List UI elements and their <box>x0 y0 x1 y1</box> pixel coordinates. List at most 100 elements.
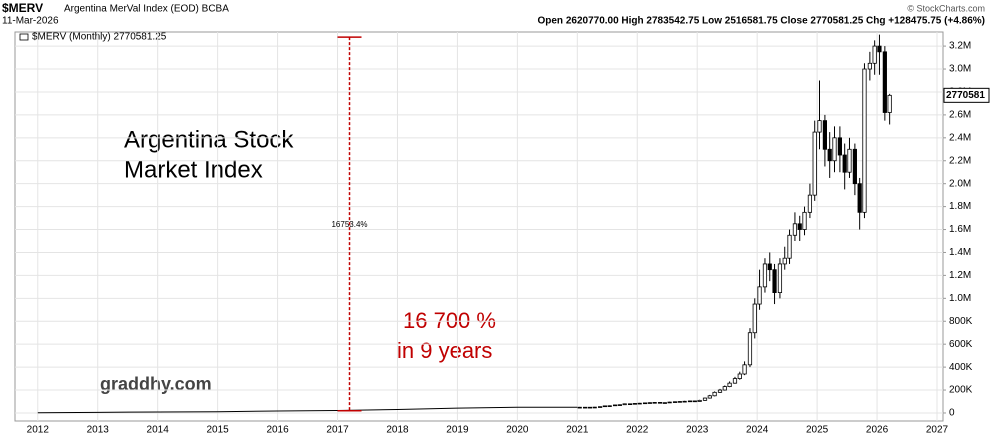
quote: Open 2620770.00 High 2783542.75 Low 2516… <box>537 16 985 27</box>
candle-body <box>647 402 652 404</box>
x-tick-label: 2018 <box>386 425 409 436</box>
candle-body <box>702 397 708 401</box>
candle-body <box>732 378 738 384</box>
y-tick-label: 1.6M <box>949 224 971 235</box>
candle-body <box>802 211 807 230</box>
candle-body <box>787 234 792 259</box>
x-tick-label: 2016 <box>266 425 289 436</box>
y-tick-label: 3.0M <box>949 64 971 75</box>
candle-body <box>767 263 772 271</box>
candle-body <box>617 404 622 406</box>
annotation: Argentina Stock <box>124 126 294 153</box>
candle-body <box>837 137 842 156</box>
candle-body <box>632 403 637 405</box>
y-tick-label: 3.2M <box>949 41 971 52</box>
candle-body <box>577 406 582 409</box>
candle-body <box>692 400 697 403</box>
y-tick-label: 2.4M <box>949 132 971 143</box>
candle-body <box>622 403 627 406</box>
candle-body <box>627 403 633 406</box>
y-tick-label: 400K <box>949 362 973 373</box>
line <box>37 406 578 414</box>
candle-body <box>687 400 693 403</box>
x-tick-label: 2020 <box>506 425 529 436</box>
candle-body <box>782 257 787 265</box>
measure-label: 16753.4% <box>331 220 367 229</box>
x-tick-label: 2027 <box>926 425 949 436</box>
candle-body <box>642 402 648 405</box>
candle-body <box>592 406 597 409</box>
y-tick-label: 800K <box>949 316 973 327</box>
candle-body <box>867 62 872 70</box>
candle-body <box>597 406 603 408</box>
x-tick-label: 2021 <box>566 425 589 436</box>
y-tick-label: 2.2M <box>949 155 971 166</box>
y-tick-label: 1.2M <box>949 270 971 281</box>
y-tick-label: 1.0M <box>949 293 971 304</box>
x-tick-label: 2019 <box>446 425 469 436</box>
y-tick-label: 200K <box>949 385 973 396</box>
candle-body <box>587 406 593 409</box>
candle-body <box>777 263 783 293</box>
candle-body <box>697 399 702 402</box>
date: 11-Mar-2026 <box>2 16 59 27</box>
x-tick-label: 2014 <box>147 425 170 436</box>
candle-body <box>817 120 822 133</box>
x-tick-label: 2015 <box>207 425 230 436</box>
candle-body <box>822 120 828 150</box>
candle-body <box>652 402 657 404</box>
candle-body <box>722 386 727 391</box>
candle-body <box>737 373 742 379</box>
candle-body <box>812 131 817 196</box>
candle-body <box>852 148 857 185</box>
annotation: in 9 years <box>397 338 492 363</box>
last-price-label: 2770581 <box>946 90 985 101</box>
candle-body <box>607 405 612 407</box>
candle-body <box>832 137 837 162</box>
candle-body <box>842 154 847 173</box>
candle-body <box>772 269 777 293</box>
candle-body <box>717 389 723 393</box>
candle-body <box>667 401 672 404</box>
candle-body <box>712 391 717 397</box>
plot-frame <box>14 31 944 422</box>
y-tick-label: 1.4M <box>949 247 971 258</box>
x-tick-label: 2024 <box>746 425 769 436</box>
last-price-box <box>943 87 990 103</box>
candle-body <box>583 406 588 409</box>
candle-body <box>807 194 813 213</box>
y-tick-label: 2.0M <box>949 178 971 189</box>
candle-body <box>752 303 757 334</box>
candle-body <box>757 286 762 305</box>
x-tick-label: 2026 <box>866 425 889 436</box>
candle-body <box>742 364 747 375</box>
y-tick-label: 600K <box>949 339 973 350</box>
x-tick-label: 2012 <box>27 425 50 436</box>
x-tick-label: 2023 <box>686 425 709 436</box>
candle-body <box>662 402 667 404</box>
candle-body <box>857 183 862 213</box>
candle-body <box>887 94 892 113</box>
candle-body <box>637 402 642 405</box>
annotation: 16 700 % <box>403 308 496 333</box>
candle-body <box>862 68 867 213</box>
y-tick-label: 2.6M <box>949 110 971 121</box>
y-tick-label: 1.8M <box>949 201 971 212</box>
x-tick-label: 2013 <box>87 425 110 436</box>
symbol: $MERV <box>2 1 43 15</box>
candle-body <box>797 223 802 230</box>
candle-body <box>657 402 663 404</box>
candle-body <box>847 148 852 173</box>
candle-body <box>872 45 877 64</box>
candle-body <box>727 382 732 388</box>
candle-body <box>882 51 887 113</box>
credit: © StockCharts.com <box>907 3 985 13</box>
candle-body <box>792 223 798 236</box>
y-tick-label: 0 <box>949 408 955 419</box>
x-tick-label: 2022 <box>626 425 649 436</box>
candle-body <box>612 404 618 407</box>
legend: $MERV (Monthly) 2770581.25 <box>32 32 167 43</box>
candle-body <box>677 401 682 403</box>
candle-body <box>877 45 882 53</box>
